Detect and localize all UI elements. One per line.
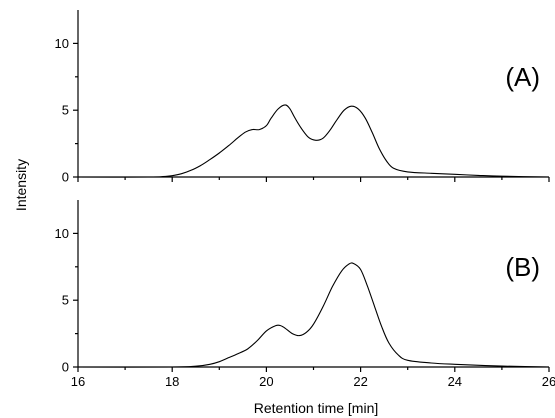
chart-panel-b: 0 5 10 16 18 20 22 24 26 (B) — [55, 200, 555, 389]
x-tick-label: 20 — [259, 374, 273, 389]
y-tick-label: 10 — [55, 36, 69, 51]
y-tick-label: 0 — [62, 360, 69, 375]
y-tick-label: 5 — [62, 293, 69, 308]
x-tick-label: 26 — [542, 374, 555, 389]
y-axis-title: Intensity — [13, 159, 29, 211]
y-tick-label: 5 — [62, 103, 69, 118]
chromatogram-trace-b — [77, 262, 550, 368]
x-axis-title: Retention time [min] — [254, 400, 379, 416]
y-tick-label: 0 — [62, 170, 69, 185]
x-tick-label: 16 — [71, 374, 85, 389]
chart-panel-a: 0 5 10 (A) — [55, 10, 550, 185]
x-tick-label: 18 — [165, 374, 179, 389]
y-tick-label: 10 — [55, 226, 69, 241]
x-tick-label: 24 — [448, 374, 462, 389]
panel-label-a: (A) — [505, 62, 540, 92]
panel-label-b: (B) — [505, 252, 540, 282]
x-tick-label: 22 — [353, 374, 367, 389]
chromatogram-trace-a — [77, 104, 550, 178]
